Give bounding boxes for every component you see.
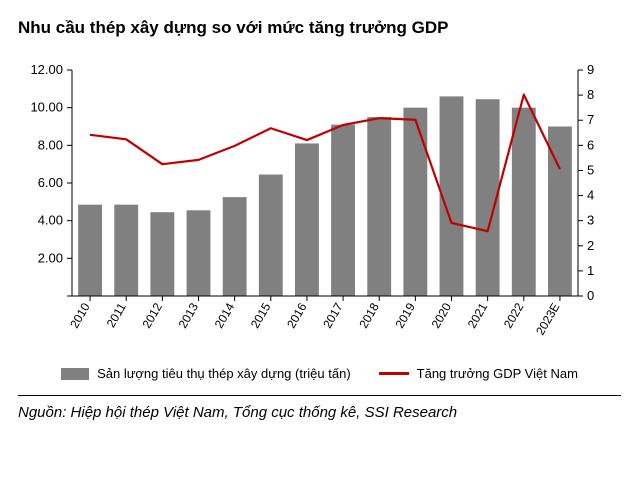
y-right-tick-label: 5 (587, 162, 594, 177)
y-left-tick-label: 12.00 (30, 62, 63, 77)
bar (403, 108, 427, 296)
y-right-tick-label: 0 (587, 288, 594, 303)
x-tick-label: 2020 (429, 300, 455, 330)
combo-chart: 2.00 4.00 6.00 8.00 10.00 12.00 0 1 2 3 4 5 6 7 8 9 2010… (18, 60, 618, 360)
bar (187, 210, 211, 296)
y-right-tick-label: 9 (587, 62, 594, 77)
y-right-tick-label: 2 (587, 238, 594, 253)
x-tick-label: 2015 (248, 300, 274, 330)
legend: Sản lượng tiêu thụ thép xây dựng (triệu … (18, 366, 621, 381)
y-left-tick-label: 6.00 (38, 175, 63, 190)
x-tick-label: 2012 (139, 300, 165, 330)
y-left-tick-label: 2.00 (38, 250, 63, 265)
x-tick-label: 2013 (176, 300, 202, 330)
chart-container: 2.00 4.00 6.00 8.00 10.00 12.00 0 1 2 3 4 5 6 7 8 9 2010… (18, 60, 621, 360)
x-tick-label: 2010 (67, 300, 93, 330)
bar (78, 205, 102, 296)
bar (259, 175, 283, 296)
legend-bar-item: Sản lượng tiêu thụ thép xây dựng (triệu … (61, 366, 351, 381)
y-right-tick-label: 6 (587, 137, 594, 152)
divider (18, 395, 621, 396)
chart-title: Nhu cầu thép xây dựng so với mức tăng tr… (18, 18, 621, 38)
y-right-tick-label: 3 (587, 213, 594, 228)
bar (223, 197, 247, 296)
bar (114, 205, 138, 296)
legend-line-item: Tăng trưởng GDP Việt Nam (379, 366, 578, 381)
x-tick-label: 2011 (104, 300, 129, 330)
y-left-tick-label: 10.00 (30, 100, 63, 115)
x-tick-label: 2017 (320, 300, 346, 330)
y-right-tick-label: 8 (587, 87, 594, 102)
y-left-tick-label: 8.00 (38, 137, 63, 152)
y-right-tick-label: 1 (587, 263, 594, 278)
bar (295, 143, 319, 296)
legend-bar-label: Sản lượng tiêu thụ thép xây dựng (triệu … (97, 366, 351, 381)
legend-line-label: Tăng trưởng GDP Việt Nam (417, 366, 578, 381)
bar (331, 125, 355, 296)
x-tick-label: 2022 (501, 300, 527, 330)
source-text: Nguồn: Hiệp hội thép Việt Nam, Tổng cục … (18, 404, 621, 421)
x-tick-label: 2014 (212, 300, 238, 330)
x-tick-label: 2016 (284, 300, 310, 330)
bar (367, 117, 391, 296)
y-left-tick-label: 4.00 (38, 213, 63, 228)
y-right-tick-label: 4 (587, 188, 594, 203)
x-tick-label: 2019 (392, 300, 418, 330)
line-swatch (379, 372, 409, 375)
x-tick-label: 2018 (356, 300, 382, 330)
bar (150, 212, 174, 296)
x-tick-label: 2023E (533, 301, 562, 338)
bar-swatch (61, 368, 89, 380)
y-right-tick-label: 7 (587, 112, 594, 127)
bar (512, 108, 536, 296)
x-tick-label: 2021 (465, 300, 491, 330)
